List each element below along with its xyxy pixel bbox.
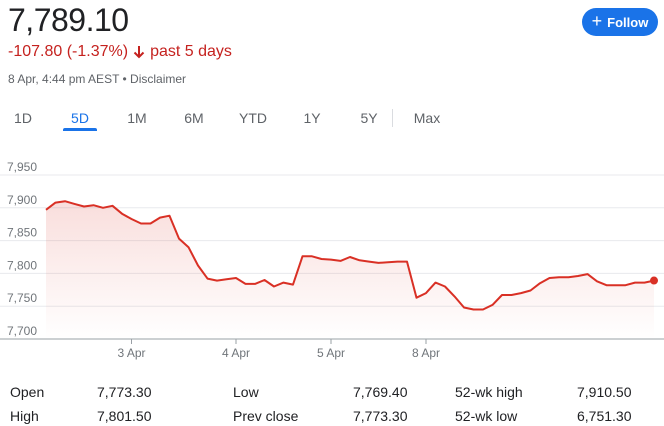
follow-button[interactable]: + Follow [582, 8, 658, 36]
tab-5y[interactable]: 5Y [360, 110, 378, 126]
tab-divider [392, 109, 393, 127]
y-tick-label: 7,900 [7, 193, 37, 207]
tab-ytd[interactable]: YTD [239, 110, 267, 126]
stat-label-prev-close: Prev close [233, 408, 299, 424]
price-change: -107.80 (-1.37%) past 5 days [8, 43, 232, 61]
tab-6m[interactable]: 6M [184, 110, 204, 126]
change-period: past 5 days [150, 43, 232, 60]
active-tab-indicator [63, 128, 97, 131]
stat-label-52wk-low: 52-wk low [455, 408, 518, 424]
y-tick-label: 7,950 [7, 160, 37, 174]
tab-1d[interactable]: 1D [14, 110, 32, 126]
stat-label-low: Low [233, 384, 259, 400]
tab-5d[interactable]: 5D [71, 110, 89, 126]
stat-value-52wk-low: 6,751.30 [577, 408, 632, 424]
y-tick-label: 7,850 [7, 226, 37, 240]
x-tick-label: 5 Apr [317, 346, 345, 360]
x-tick-label: 3 Apr [117, 346, 145, 360]
x-tick-label: 4 Apr [222, 346, 250, 360]
stats-table: Open 7,773.30 High 7,801.50 Low 7,769.40… [0, 378, 664, 426]
price-area-fill [46, 201, 654, 339]
stat-value-low: 7,769.40 [353, 384, 408, 400]
tab-1m[interactable]: 1M [127, 110, 147, 126]
plus-icon: + [591, 11, 603, 31]
y-tick-label: 7,700 [7, 324, 37, 338]
x-tick-label: 8 Apr [412, 346, 440, 360]
stat-label-52wk-high: 52-wk high [455, 384, 523, 400]
index-price: 7,789.10 [8, 2, 129, 38]
timestamp-disclaimer[interactable]: 8 Apr, 4:44 pm AEST • Disclaimer [8, 72, 187, 86]
y-tick-label: 7,750 [7, 291, 37, 305]
follow-button-label: Follow [607, 14, 649, 30]
tab-1y[interactable]: 1Y [303, 110, 321, 126]
price-chart[interactable]: 7,950 7,900 7,850 7,800 7,750 7,700 3 Apr 4 Ap… [0, 150, 664, 370]
time-range-tabs: 1D 5D 1M 6M YTD 1Y 5Y Max [0, 104, 664, 134]
stat-value-open: 7,773.30 [97, 384, 152, 400]
stat-value-52wk-high: 7,910.50 [577, 384, 632, 400]
change-value: -107.80 (-1.37%) [8, 43, 129, 60]
price-series-line [45, 200, 655, 311]
stat-value-prev-close: 7,773.30 [353, 408, 408, 424]
arrow-down-icon [133, 46, 145, 59]
tab-max[interactable]: Max [413, 110, 441, 126]
stat-label-high: High [10, 408, 39, 424]
stat-label-open: Open [10, 384, 45, 400]
stat-value-high: 7,801.50 [97, 408, 152, 424]
last-price-marker [650, 276, 658, 285]
y-tick-label: 7,800 [7, 258, 37, 272]
